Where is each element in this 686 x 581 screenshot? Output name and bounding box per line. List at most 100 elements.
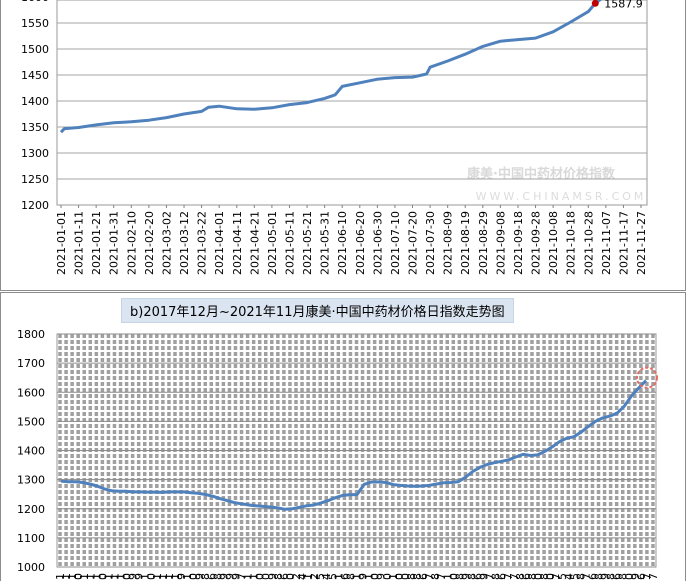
chart-a-x-tick-label: 2021-03-12: [178, 211, 191, 275]
chart-b-y-tick-label: 1500: [17, 415, 45, 428]
chart-b-x-tick-label: 8: [199, 573, 212, 580]
chart-b-highlight-circle: [636, 366, 658, 389]
chart-b-x-tick-label: 9: [357, 573, 370, 580]
chart-a-watermark: 康美·中国中药材价格指数: [467, 166, 616, 182]
chart-b-x-tick-label: 2: [290, 573, 303, 580]
chart-a-x-tick-label: 2021-02-10: [125, 211, 138, 275]
chart-b-x-tick-label: 7: [484, 573, 497, 580]
chart-a-y-tick-label: 1350: [21, 121, 49, 134]
chart-b-title: b)2017年12月~2021年11月康美·中国中药材价格日指数走势图: [121, 298, 514, 323]
chart-b-x-tick-label: 9: [266, 573, 279, 580]
chart-b-y-tick-label: 1100: [17, 532, 45, 545]
chart-b-x-tick-label: 8: [593, 573, 606, 580]
chart-b-x-tick-label: 1: [248, 573, 261, 580]
chart-b-x-tick-label: 7: [647, 573, 660, 580]
chart-a-y-tick-label: 1250: [21, 173, 49, 186]
chart-b-x-tick-label: 5: [568, 573, 581, 580]
chart-a-x-tick-label: 2021-11-07: [600, 211, 613, 275]
chart-b-x-tick-label: 8: [538, 573, 551, 580]
chart-b-x-tick-label: 8: [574, 573, 587, 580]
chart-a-y-tick-label: 1200: [21, 199, 49, 212]
chart-b-x-tick-label: 1: [102, 573, 115, 580]
chart-b-x-tick-label: 1: [351, 573, 364, 580]
chart-a-x-tick-label: 2021-10-08: [547, 211, 560, 275]
chart-a-x-tick-label: 2021-04-01: [213, 211, 226, 275]
chart-a-x-tick-label: 2021-01-31: [108, 211, 121, 275]
chart-b-x-tick-label: 8: [272, 573, 285, 580]
chart-b-x-tick-label: 8: [526, 573, 539, 580]
chart-b-x-tick-label: 5: [326, 573, 339, 580]
chart-b-x-tick-label: 7: [550, 573, 563, 580]
chart-b-x-tick-label: 0: [544, 573, 557, 580]
chart-b-x-tick-label: 9: [217, 573, 230, 580]
chart-a-x-tick-label: 2021-01-21: [90, 211, 103, 275]
chart-b-x-tick-label: 1: [163, 573, 176, 580]
chart-b-x-tick-label: 7: [236, 573, 249, 580]
chart-b-x-tick-label: 1: [84, 573, 97, 580]
chart-b-x-tick-label: 6: [205, 573, 218, 580]
chart-a-y-tick-label: 1550: [21, 17, 49, 30]
chart-a-x-tick-label: 2021-05-01: [266, 211, 279, 275]
chart-b-x-tick-label: 6: [496, 573, 509, 580]
chart-a-x-tick-label: 2021-05-21: [301, 211, 314, 275]
chart-b-x-tick-label: 8: [617, 573, 630, 580]
chart-b-x-tick-label: 9: [599, 573, 612, 580]
chart-b-x-tick-label: 1: [66, 573, 79, 580]
chart-b-x-tick-label: 6: [520, 573, 533, 580]
chart-b-x-tick-label: 1: [60, 573, 73, 580]
chart-b-x-tick-label: 0: [399, 573, 412, 580]
chart-a-x-tick-label: 2021-08-29: [477, 211, 490, 275]
chart-b-x-tick-label: 6: [586, 573, 599, 580]
chart-b-x-tick-label: 7: [580, 573, 593, 580]
chart-b-x-tick-label: 9: [375, 573, 388, 580]
chart-panel-b: 1000 1100 1200 1300 1400 1500 1600 1700 1800 1 1 1 0…: [0, 292, 686, 581]
chart-b-x-tick-label: 0: [623, 573, 636, 580]
chart-b-y-tick-label: 1800: [17, 328, 45, 341]
chart-b-x-tick-label: 4: [320, 573, 333, 580]
chart-a-x-tick-label: 2021-08-19: [459, 211, 472, 275]
chart-panel-a: 康美·中国中药材价格指数 WWW.CHINAMSR.COM 1200 1250 1300…: [0, 0, 686, 291]
chart-b-x-tick-label: 4: [296, 573, 309, 580]
chart-b-x-tick-label: 0: [447, 573, 460, 580]
chart-b-x-tick-label: 1: [151, 573, 164, 580]
chart-b-x-tick-label: 8: [605, 573, 618, 580]
chart-b-x-tick-label: 8: [344, 573, 357, 580]
chart-b-x-tick-label: 7: [435, 573, 448, 580]
chart-b-x-tick-label: 9: [478, 573, 491, 580]
chart-a-x-tick-label: 2021-09-18: [512, 211, 525, 275]
chart-a-x-tick-label: 2021-10-18: [565, 211, 578, 275]
chart-b-x-tick-label: 8: [465, 573, 478, 580]
chart-b-x-tick-label: 0: [393, 573, 406, 580]
chart-b-x-tick-label: 9: [629, 573, 642, 580]
chart-b-x-tick-label: 6: [338, 573, 351, 580]
chart-b-x-tick-label: 1: [332, 573, 345, 580]
chart-b-x-tick-label: 1: [169, 573, 182, 580]
chart-a-annotation-marker: [591, 0, 599, 7]
chart-b-x-tick-label: 1: [90, 573, 103, 580]
chart-b-y-tick-label: 1200: [17, 503, 45, 516]
chart-a-y-tick-label: 1600: [21, 0, 49, 4]
chart-b-x-tick-label: 0: [96, 573, 109, 580]
chart-a-x-tick-label: 2021-01-11: [73, 211, 86, 275]
chart-b-x-tick-label: 9: [193, 573, 206, 580]
chart-a-svg: 康美·中国中药材价格指数 WWW.CHINAMSR.COM 1200 1250 1300…: [21, 0, 648, 275]
chart-b-x-tick-label: 1: [54, 573, 67, 580]
chart-a-x-tick-label: 2021-02-20: [143, 211, 156, 275]
chart-a-series-line: [59, 0, 603, 134]
chart-b-x-tick-label: 9: [175, 573, 188, 580]
chart-a-y-tick-label: 1300: [21, 147, 49, 160]
chart-a-x-tick-label: 2021-05-11: [283, 211, 296, 275]
chart-a-x-tick-label: 2021-07-20: [407, 211, 420, 275]
chart-b-x-tick-label: 6: [635, 573, 648, 580]
chart-a-x-tick-label: 2021-07-10: [389, 211, 402, 275]
chart-b-x-tick-label: 1: [78, 573, 91, 580]
chart-b-x-tick-label: 1: [363, 573, 376, 580]
chart-b-svg: 1000110012001300140015001600170018001110…: [17, 328, 660, 580]
chart-b-x-tick-label: 6: [417, 573, 430, 580]
chart-b-x-tick-label: 4: [562, 573, 575, 580]
chart-b-x-tick-label: 8: [453, 573, 466, 580]
chart-a-y-tick-label: 1500: [21, 43, 49, 56]
chart-b-x-tick-label: 0: [187, 573, 200, 580]
chart-a-annotation-label: 1587.9: [604, 0, 643, 10]
chart-a-x-tick-label: 2021-08-09: [442, 211, 455, 275]
